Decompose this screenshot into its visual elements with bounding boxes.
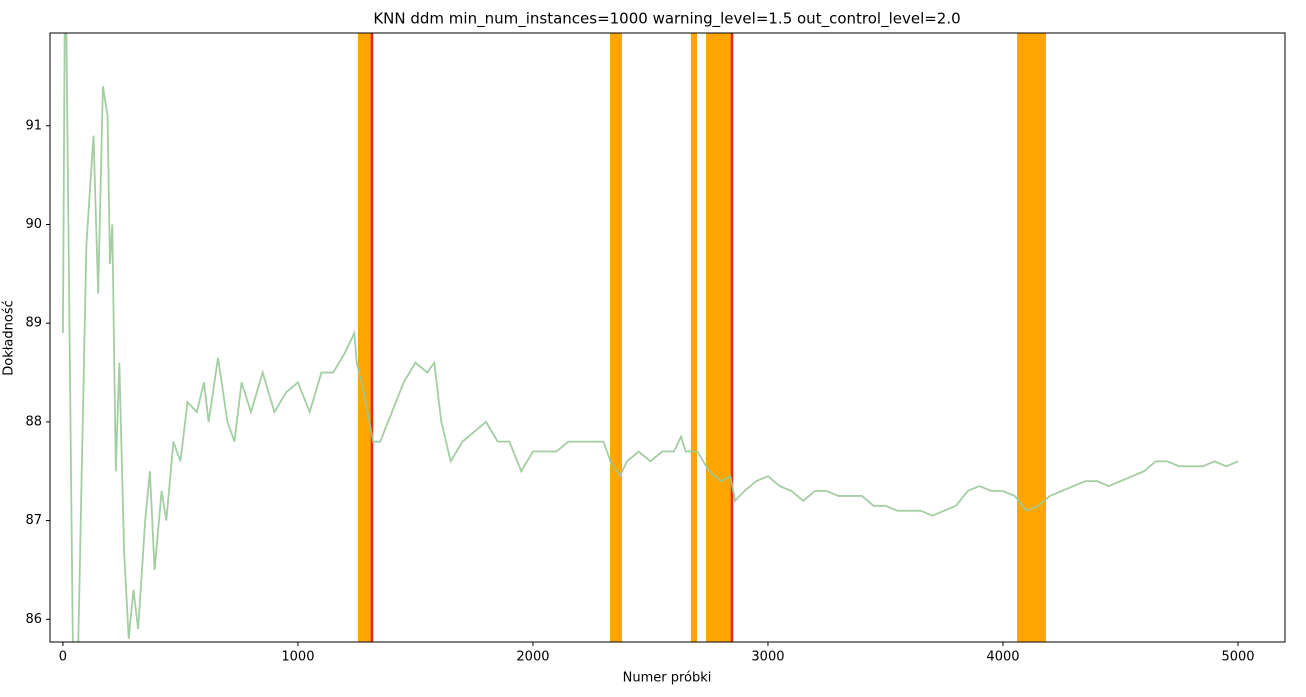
axes-frame [49,32,1286,643]
y-tick-label: 87 [25,513,42,528]
x-tick-label: 2000 [516,650,549,665]
chart-title: KNN ddm min_num_instances=1000 warning_l… [373,10,960,29]
x-axis-label: Numer próbki [623,671,712,686]
x-tick-label: 4000 [986,650,1019,665]
x-tick-label: 5000 [1221,650,1254,665]
y-tick-label: 86 [25,612,42,627]
x-tick-label: 1000 [281,650,314,665]
accuracy-line [62,33,1239,642]
y-tick-label: 91 [25,118,42,133]
y-tick-label: 90 [25,217,42,232]
warning-span [610,33,623,642]
warning-span [705,33,733,642]
plot-area [62,33,1239,642]
y-axis-label: Dokładność [2,300,17,376]
warning-span [1017,33,1046,642]
warning-span [690,33,697,642]
x-tick-label: 0 [59,650,67,665]
warning-span [357,33,373,642]
x-tick-label: 3000 [751,650,784,665]
y-tick-label: 89 [25,316,42,331]
y-tick-label: 88 [25,414,42,429]
